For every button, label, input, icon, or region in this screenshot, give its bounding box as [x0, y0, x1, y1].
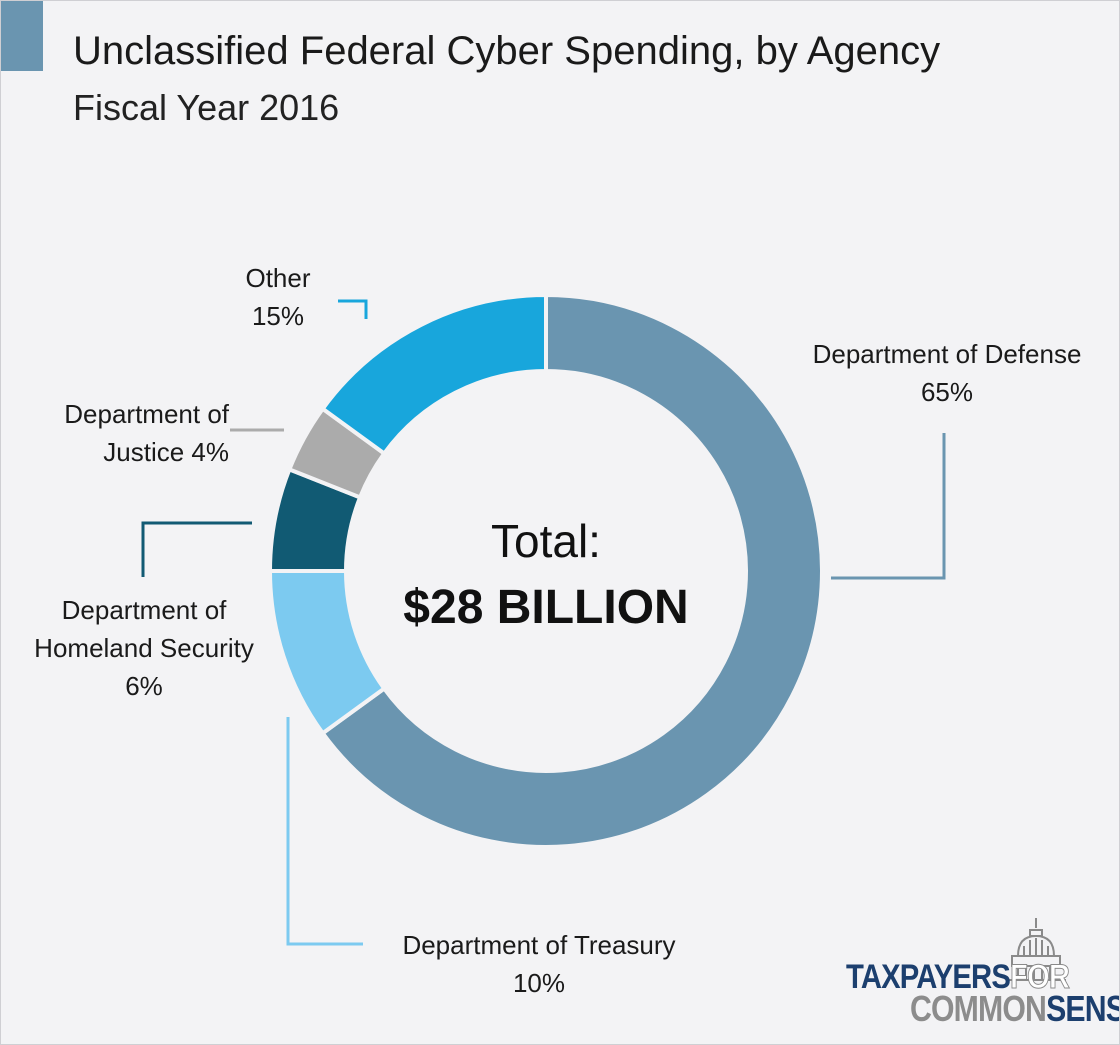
leader-lines	[141, 299, 946, 946]
slice-label-defense-pct: 65%	[920, 377, 974, 407]
slice-label-treasury-pct: 10%	[512, 968, 566, 998]
center-label-line1: Total:	[491, 515, 601, 567]
leader-line-other	[338, 299, 368, 319]
slice-label-other-pct: 15%	[251, 301, 305, 331]
slice-label-homeland-name-1: Department of	[61, 595, 227, 625]
logo-common: COMMON	[910, 988, 1047, 1029]
slice-label-justice: Department of Justice 4%	[23, 395, 229, 471]
slice-label-other: Other 15%	[223, 259, 333, 335]
slice-label-homeland-pct: 6%	[125, 671, 163, 701]
capitol-dome-icon	[1006, 918, 1066, 981]
slice-label-justice-name-2: Justice 4%	[103, 437, 229, 467]
slice-label-defense: Department of Defense 65%	[791, 335, 1103, 411]
logo-taxpayers: TAXPAYERS	[846, 958, 1011, 996]
leader-line-homeland	[141, 521, 252, 577]
logo-for: FOR	[1009, 958, 1071, 997]
slice-label-justice-name-1: Department of	[64, 399, 229, 429]
organization-logo: TAXPAYERSFOR COMMONSENSE	[846, 916, 1119, 1029]
chart-title: Unclassified Federal Cyber Spending, by …	[73, 29, 941, 73]
logo-line-1: TAXPAYERSFOR	[846, 958, 1071, 997]
slice-label-treasury: Department of Treasury 10%	[373, 926, 705, 1002]
logo-sense: SENSE	[1046, 988, 1119, 1029]
slice-label-treasury-name: Department of Treasury	[402, 930, 676, 960]
chart-subtitle: Fiscal Year 2016	[73, 87, 340, 128]
slice-label-homeland-name-2: Homeland Security	[34, 633, 254, 663]
slice-label-defense-name: Department of Defense	[812, 339, 1082, 369]
donut-slices	[267, 292, 824, 849]
accent-block	[1, 1, 43, 71]
slice-label-homeland: Department of Homeland Security 6%	[11, 591, 277, 705]
slice-defense	[319, 292, 824, 849]
logo-line-2: COMMONSENSE	[910, 988, 1119, 1030]
leader-line-defense	[831, 433, 946, 580]
center-label-line2: $28 BILLION	[403, 581, 688, 634]
slice-label-other-name: Other	[245, 263, 311, 293]
slice-other	[319, 292, 548, 457]
leader-line-treasury	[286, 717, 363, 946]
